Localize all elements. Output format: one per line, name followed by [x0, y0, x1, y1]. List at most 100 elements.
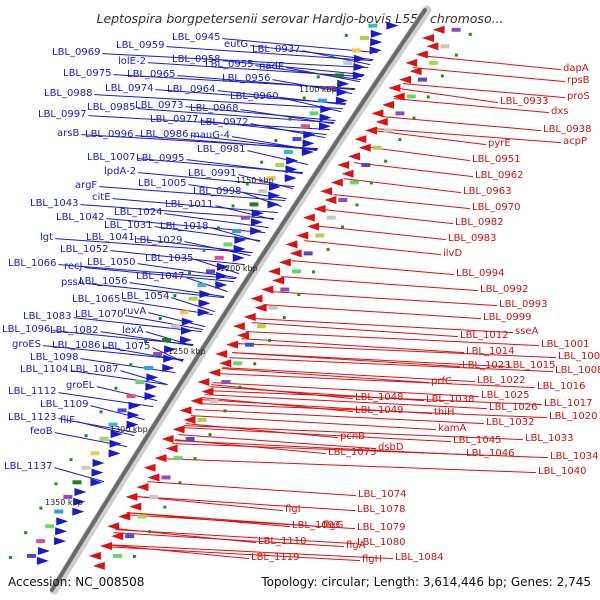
gene-label[interactable]: LBL_1005	[138, 178, 186, 189]
gene-label[interactable]: LBL_1023	[462, 360, 510, 371]
gene-label[interactable]: LBL_0969	[52, 47, 100, 58]
gene-label[interactable]: LBL_0981	[197, 144, 245, 155]
gene-label[interactable]: LBL_1119	[251, 552, 299, 563]
gene-label[interactable]: flgG	[323, 520, 343, 531]
gene-label[interactable]: LBL_0959	[116, 40, 164, 51]
gene-label[interactable]: LBL_1022	[477, 375, 525, 386]
gene-label[interactable]: LBL_1043	[30, 198, 78, 209]
gene-label[interactable]: LBL_0991	[188, 168, 236, 179]
gene-label[interactable]: LBL_1112	[8, 386, 56, 397]
gene-label[interactable]: LBL_0960	[230, 91, 278, 102]
gene-label[interactable]: LBL_1123	[8, 412, 56, 423]
gene-label[interactable]: LBL_0999	[483, 312, 531, 323]
gene-label[interactable]: LBL_0993	[499, 299, 547, 310]
gene-label[interactable]: LBL_0951	[472, 154, 520, 165]
gene-label[interactable]: LBL_1032	[486, 417, 534, 428]
gene-label[interactable]: LBL_0996	[85, 129, 133, 140]
gene-label[interactable]: LBL_0945	[172, 32, 220, 43]
gene-label[interactable]: LBL_1050	[87, 257, 135, 268]
gene-label[interactable]: LBL_0958	[172, 54, 220, 65]
gene-label[interactable]: LBL_0933	[500, 96, 548, 107]
gene-label[interactable]: flgH	[362, 554, 382, 565]
gene-label[interactable]: LBL_1078	[357, 504, 405, 515]
gene-label[interactable]: LBL_0983	[448, 233, 496, 244]
gene-label[interactable]: LBL_1046	[466, 448, 514, 459]
gene-label[interactable]: eutG	[224, 39, 248, 50]
gene-label[interactable]: lgt	[40, 232, 53, 243]
gene-label[interactable]: prfC	[431, 376, 452, 387]
gene-label[interactable]: dxs	[551, 106, 568, 117]
gene-label[interactable]: LBL_0974	[105, 83, 153, 94]
gene-label[interactable]: LBL_0995	[136, 153, 184, 164]
gene-label[interactable]: acpP	[563, 136, 587, 147]
gene-label[interactable]: LBL_1104	[20, 364, 68, 375]
gene-label[interactable]: LBL_0955	[205, 59, 253, 70]
gene-label[interactable]: argF	[75, 180, 97, 191]
gene-label[interactable]: LBL_1045	[453, 435, 501, 446]
gene-label[interactable]: LBL_0962	[475, 170, 523, 181]
gene-label[interactable]: LBL_1029	[134, 235, 182, 246]
gene-label[interactable]: LBL_1034	[550, 451, 598, 462]
gene-label[interactable]: thiH	[434, 407, 455, 418]
gene-label[interactable]: pcnB	[340, 431, 365, 442]
gene-label[interactable]: LBL_0985	[87, 102, 135, 113]
gene-label[interactable]: LBL_1098	[30, 352, 78, 363]
gene-label[interactable]: LBL_0972	[200, 117, 248, 128]
gene-label[interactable]: LBL_0970	[472, 202, 520, 213]
gene-label[interactable]: LBL_0964	[167, 84, 215, 95]
gene-label[interactable]: LBL_0963	[463, 186, 511, 197]
gene-label[interactable]: LBL_1047	[136, 271, 184, 282]
gene-label[interactable]: LBL_1066	[8, 258, 56, 269]
gene-label[interactable]: LBL_1024	[114, 207, 162, 218]
gene-label[interactable]: LBL_0997	[38, 109, 86, 120]
gene-label[interactable]: LBL_1096	[2, 324, 50, 335]
gene-label[interactable]: sseA	[515, 326, 539, 337]
gene-label[interactable]: LBL_1002	[558, 351, 600, 362]
gene-label[interactable]: LBL_1026	[489, 402, 537, 413]
gene-label[interactable]: LBL_1042	[56, 212, 104, 223]
gene-label[interactable]: LBL_1087	[70, 364, 118, 375]
gene-label[interactable]: LBL_0994	[456, 268, 504, 279]
gene-label[interactable]: LBL_1049	[355, 405, 403, 416]
gene-label[interactable]: LBL_1054	[121, 291, 169, 302]
gene-label[interactable]: LBL_1041	[86, 232, 134, 243]
gene-label[interactable]: flgA	[346, 540, 366, 551]
gene-label[interactable]: LBL_1014	[466, 346, 514, 357]
gene-label[interactable]: LBL_0998	[193, 186, 241, 197]
gene-label[interactable]: LBL_0938	[543, 124, 591, 135]
gene-label[interactable]: LBL_1031	[104, 220, 152, 231]
gene-label[interactable]: LBL_1011	[165, 199, 213, 210]
gene-label[interactable]: feoB	[30, 426, 53, 437]
gene-label[interactable]: pyrE	[488, 138, 511, 149]
gene-label[interactable]: LBL_1001	[541, 339, 589, 350]
gene-label[interactable]: LBL_0982	[455, 217, 503, 228]
gene-label[interactable]: arsB	[57, 128, 79, 139]
gene-label[interactable]: LBL_0988	[44, 88, 92, 99]
gene-label[interactable]: LBL_1048	[355, 392, 403, 403]
gene-label[interactable]: nadE	[259, 61, 284, 72]
gene-label[interactable]: LBL_0973	[135, 100, 183, 111]
gene-label[interactable]: LBL_1012	[460, 330, 508, 341]
gene-label[interactable]: LBL_1052	[60, 244, 108, 255]
gene-label[interactable]: LBL_1109	[40, 399, 88, 410]
gene-label[interactable]: LBL_1079	[357, 522, 405, 533]
gene-label[interactable]: dapA	[563, 63, 589, 74]
gene-label[interactable]: flgI	[285, 504, 301, 515]
gene-label[interactable]: LBL_1084	[395, 552, 443, 563]
gene-label[interactable]: dsbD	[378, 442, 404, 453]
gene-label[interactable]: LBL_1075	[102, 341, 150, 352]
gene-label[interactable]: LBL_1065	[72, 294, 120, 305]
gene-label[interactable]: recJ	[64, 261, 83, 272]
gene-label[interactable]: LBL_0965	[127, 69, 175, 80]
gene-label[interactable]: LBL_0992	[480, 284, 528, 295]
gene-label[interactable]: groEL	[66, 380, 95, 391]
gene-label[interactable]: LBL_1056	[79, 276, 127, 287]
gene-label[interactable]: ilvD	[443, 248, 462, 259]
gene-label[interactable]: LBL_0968	[190, 103, 238, 114]
gene-label[interactable]: LBL_1070	[75, 309, 123, 320]
gene-label[interactable]: LBL_1038	[426, 394, 474, 405]
gene-label[interactable]: mauG-4	[190, 130, 230, 141]
gene-label[interactable]: LBL_1083	[23, 311, 71, 322]
gene-label[interactable]: citE	[92, 192, 111, 203]
gene-label[interactable]: LBL_1080	[357, 537, 405, 548]
